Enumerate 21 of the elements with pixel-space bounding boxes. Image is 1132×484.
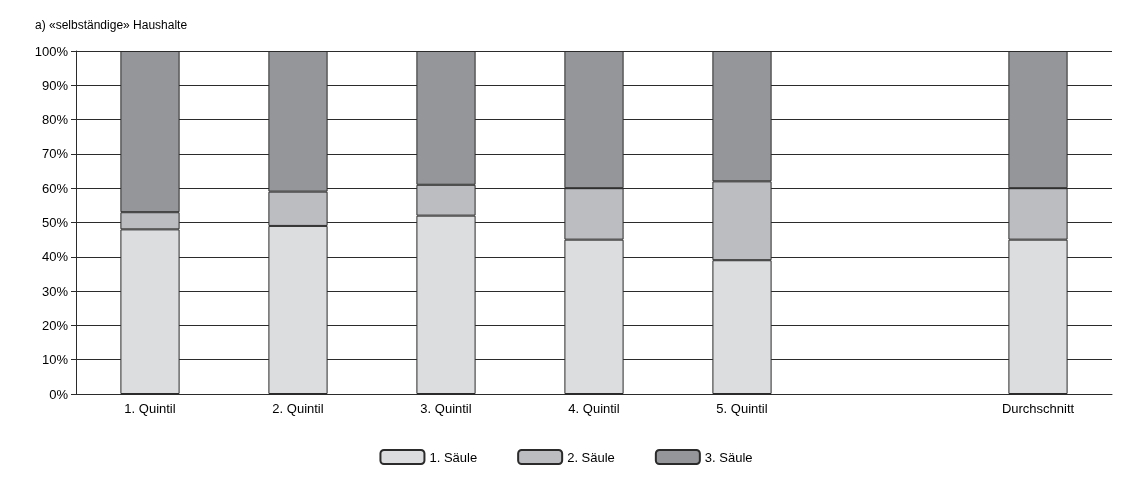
x-tick-label: 3. Quintil [420,401,472,416]
chart-title: a) «selbständige» Haushalte [35,18,188,32]
x-tick-label: Durchschnitt [1001,401,1075,416]
y-tick-label: 80% [41,112,69,128]
y-tick-label: 40% [41,249,69,265]
y-tick-label: 30% [41,283,69,299]
legend-label: 1. Säule [429,449,478,465]
y-tick-label: 100% [34,43,69,59]
y-tick-label: 70% [41,146,69,162]
y-tick-label: 20% [41,317,69,333]
legend-label: 3. Säule [704,449,753,465]
y-tick-label: 10% [41,352,69,368]
y-tick-label: 50% [41,215,69,230]
y-tick-label: 0% [49,386,69,402]
x-tick-label: 4. Quintil [568,401,620,416]
y-tick-label: 60% [41,180,69,196]
y-tick-label: 90% [41,77,69,93]
x-tick-label: 2. Quintil [272,401,324,416]
x-tick-label: 1. Quintil [124,401,176,416]
x-tick-label: 5. Quintil [716,401,768,416]
legend-label: 2. Säule [567,449,615,465]
